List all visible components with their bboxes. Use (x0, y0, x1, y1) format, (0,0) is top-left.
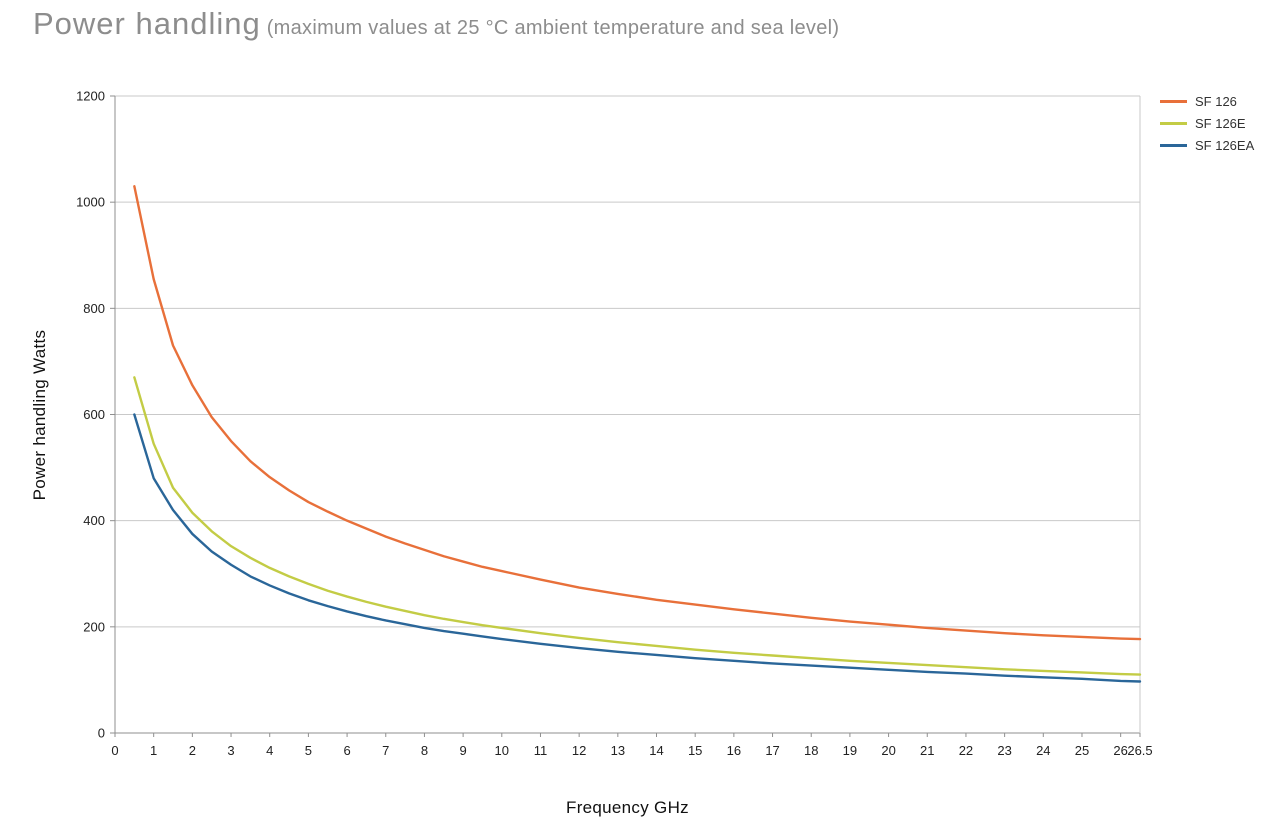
x-tick-label-0: 0 (111, 743, 118, 758)
curve-sf-126e (133, 376, 1142, 676)
x-tick-label-17: 17 (765, 743, 779, 758)
x-tick-label-13: 13 (611, 743, 625, 758)
x-tick-label-7: 7 (382, 743, 389, 758)
y-tick-label-400: 400 (83, 513, 105, 528)
x-tick-label-15: 15 (688, 743, 702, 758)
legend-swatch-sf126ea (1160, 143, 1187, 147)
x-tick-label-10: 10 (495, 743, 509, 758)
x-tick-label-5: 5 (305, 743, 312, 758)
x-tick-label-24: 24 (1036, 743, 1050, 758)
x-tick-label-1: 1 (150, 743, 157, 758)
x-tick-label-26.5: 26.5 (1127, 743, 1152, 758)
x-tick-label-14: 14 (649, 743, 663, 758)
x-tick-label-2: 2 (189, 743, 196, 758)
x-tick-label-11: 11 (534, 743, 548, 758)
legend: SF 126 SF 126E SF 126EA (1160, 90, 1254, 156)
x-tick-label-26: 26 (1113, 743, 1127, 758)
chart-title: Power handling (maximum values at 25 °C a… (33, 6, 839, 42)
y-tick-label-0: 0 (98, 726, 105, 741)
curve-sf-126 (133, 185, 1142, 641)
y-tick-label-600: 600 (83, 407, 105, 422)
x-tick-label-21: 21 (920, 743, 934, 758)
x-tick-label-22: 22 (959, 743, 973, 758)
legend-item-sf126: SF 126 (1160, 90, 1254, 112)
legend-item-sf126e: SF 126E (1160, 112, 1254, 134)
chart-title-sub: (maximum values at 25 °C ambient tempera… (266, 17, 840, 39)
x-tick-label-20: 20 (881, 743, 895, 758)
legend-item-sf126ea: SF 126EA (1160, 134, 1254, 156)
legend-swatch-sf126 (1160, 99, 1187, 103)
y-axis-title: Power handling Watts (30, 329, 49, 501)
chart-title-main: Power handling (33, 6, 261, 41)
x-tick-label-6: 6 (343, 743, 350, 758)
y-tick-label-200: 200 (83, 619, 105, 634)
y-tick-label-1200: 1200 (76, 89, 105, 104)
x-tick-label-16: 16 (727, 743, 741, 758)
legend-label-sf126ea: SF 126EA (1195, 137, 1255, 153)
legend-swatch-sf126e (1160, 121, 1187, 125)
x-tick-label-9: 9 (459, 743, 466, 758)
y-tick-label-800: 800 (83, 301, 105, 316)
legend-label-sf126: SF 126 (1195, 93, 1237, 109)
x-tick-label-19: 19 (843, 743, 857, 758)
x-tick-label-4: 4 (266, 743, 273, 758)
x-axis-title: Frequency GHz (566, 798, 689, 817)
x-tick-label-8: 8 (421, 743, 428, 758)
x-tick-label-18: 18 (804, 743, 818, 758)
y-tick-label-1000: 1000 (76, 195, 105, 210)
curve-sf-126ea (133, 413, 1142, 683)
x-tick-label-25: 25 (1075, 743, 1089, 758)
x-tick-label-3: 3 (227, 743, 234, 758)
x-tick-label-23: 23 (997, 743, 1011, 758)
legend-label-sf126e: SF 126E (1195, 115, 1246, 131)
x-tick-label-12: 12 (572, 743, 586, 758)
